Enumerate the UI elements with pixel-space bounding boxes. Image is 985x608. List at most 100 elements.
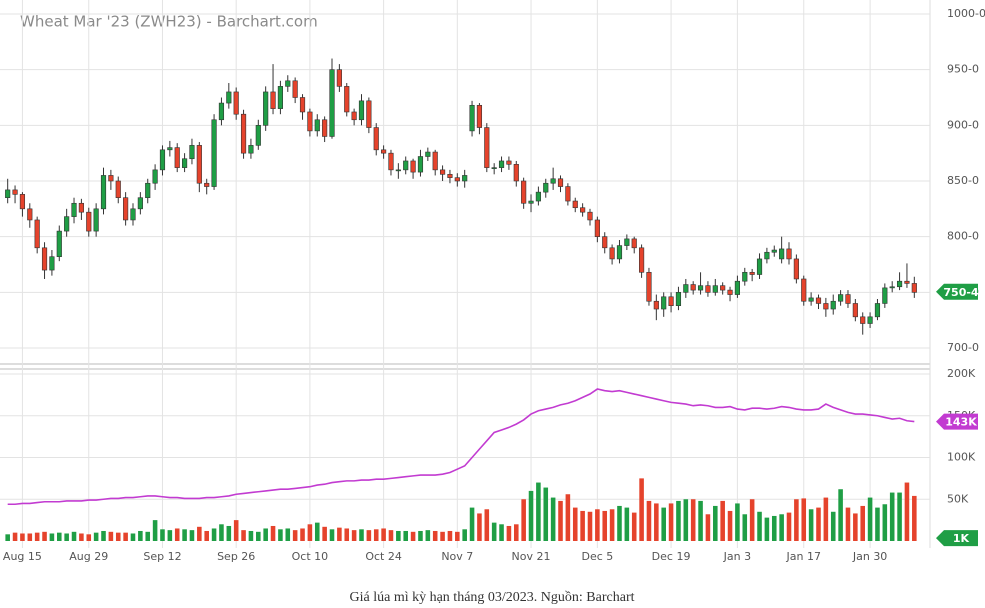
volume-bar <box>263 528 268 541</box>
volume-tick-label: 200K <box>947 367 976 380</box>
volume-bar <box>882 504 888 541</box>
candle-body <box>93 208 99 232</box>
candle-body <box>690 284 696 291</box>
volume-bar <box>292 530 298 541</box>
candle-body <box>425 151 431 157</box>
volume-bar <box>609 509 615 541</box>
volume-bar <box>838 489 843 541</box>
candle-body <box>403 160 409 171</box>
candle-body <box>874 303 881 318</box>
candle-body <box>697 285 704 291</box>
volume-bar <box>440 531 445 541</box>
candle-body <box>410 160 416 173</box>
candle-body <box>5 189 11 198</box>
volume-bar <box>197 526 202 541</box>
candle-body <box>174 147 180 168</box>
volume-bar <box>34 532 40 541</box>
caption: Giá lúa mì kỳ hạn tháng 03/2023. Nguồn: … <box>350 590 635 605</box>
candle-body <box>491 167 497 169</box>
x-tick-label: Sep 26 <box>217 550 255 563</box>
volume-bar <box>683 499 689 541</box>
volume-bar <box>550 497 556 541</box>
volume-bar <box>432 530 438 541</box>
candle-body <box>307 111 313 132</box>
volume-bar <box>786 512 792 541</box>
volume-bar <box>565 494 571 541</box>
candle-body <box>145 182 151 199</box>
candle-body <box>218 102 225 121</box>
x-tick-label: Aug 15 <box>3 550 42 563</box>
volume-bar <box>337 527 342 541</box>
candle-body <box>285 80 291 87</box>
candle-body <box>786 248 792 260</box>
candle-body <box>299 97 306 113</box>
x-tick-label: Dec 19 <box>652 550 691 563</box>
candle-body <box>226 91 232 104</box>
volume-bar <box>823 497 829 541</box>
volume-bar <box>484 509 490 541</box>
last-price-label: 750-4 <box>943 286 979 299</box>
volume-bar <box>5 534 10 541</box>
candle-body <box>388 152 394 171</box>
volume-bar <box>617 505 622 541</box>
volume-bar <box>801 498 807 541</box>
candle-body <box>182 158 188 168</box>
volume-bar <box>42 531 47 541</box>
volume-bar <box>757 511 762 541</box>
candle-body <box>580 207 586 213</box>
volume-bar <box>749 499 755 541</box>
candle-body <box>661 296 667 310</box>
volume-bar <box>219 524 224 541</box>
candle-body <box>675 292 682 306</box>
candle-body <box>609 247 615 260</box>
candle-body <box>56 230 62 258</box>
volume-bar <box>322 526 327 541</box>
volume-bar <box>27 533 33 541</box>
candle-body <box>852 303 858 318</box>
candle-body <box>904 280 910 284</box>
volume-bar <box>742 514 748 541</box>
candle-body <box>550 178 556 184</box>
volume-bar <box>115 532 121 541</box>
volume-bar <box>425 530 431 541</box>
volume-bar <box>830 511 836 541</box>
volume-bar <box>543 487 549 541</box>
candle-body <box>815 297 822 304</box>
candle-body <box>329 69 335 137</box>
candle-body <box>395 169 401 172</box>
volume-bar <box>366 530 372 541</box>
volume-bar <box>300 528 305 541</box>
candle-body <box>167 147 173 151</box>
candle-body <box>668 296 674 306</box>
candle-body <box>240 113 247 154</box>
volume-bar <box>794 499 799 541</box>
volume-bar <box>536 482 541 541</box>
candle-body <box>439 169 446 175</box>
candle-body <box>653 300 659 310</box>
volume-bar <box>388 530 394 541</box>
candle-body <box>108 175 114 182</box>
volume-bar <box>138 530 143 541</box>
candle-body <box>587 211 593 221</box>
volume-bar <box>912 495 917 541</box>
volume-bar <box>381 528 386 541</box>
volume-bar <box>602 510 608 541</box>
y-tick-label: 700-0 <box>947 341 979 354</box>
x-tick-label: Sep 12 <box>143 550 181 563</box>
volume-bar <box>418 530 423 541</box>
candle-body <box>712 285 718 293</box>
candle-body <box>196 145 202 184</box>
candle-body <box>756 258 763 275</box>
candle-body <box>594 219 600 237</box>
last-open-interest-label: 143K <box>945 416 977 429</box>
volume-bar <box>79 533 84 541</box>
candle-body <box>521 180 527 204</box>
y-tick-label: 800-0 <box>947 230 979 243</box>
x-tick-label: Oct 24 <box>365 550 402 563</box>
y-tick-label: 900-0 <box>947 118 979 131</box>
volume-bar <box>580 510 585 541</box>
volume-bar <box>307 524 313 541</box>
volume-bar <box>233 520 239 541</box>
volume-bar <box>845 507 851 541</box>
last-volume-tag <box>936 530 978 547</box>
